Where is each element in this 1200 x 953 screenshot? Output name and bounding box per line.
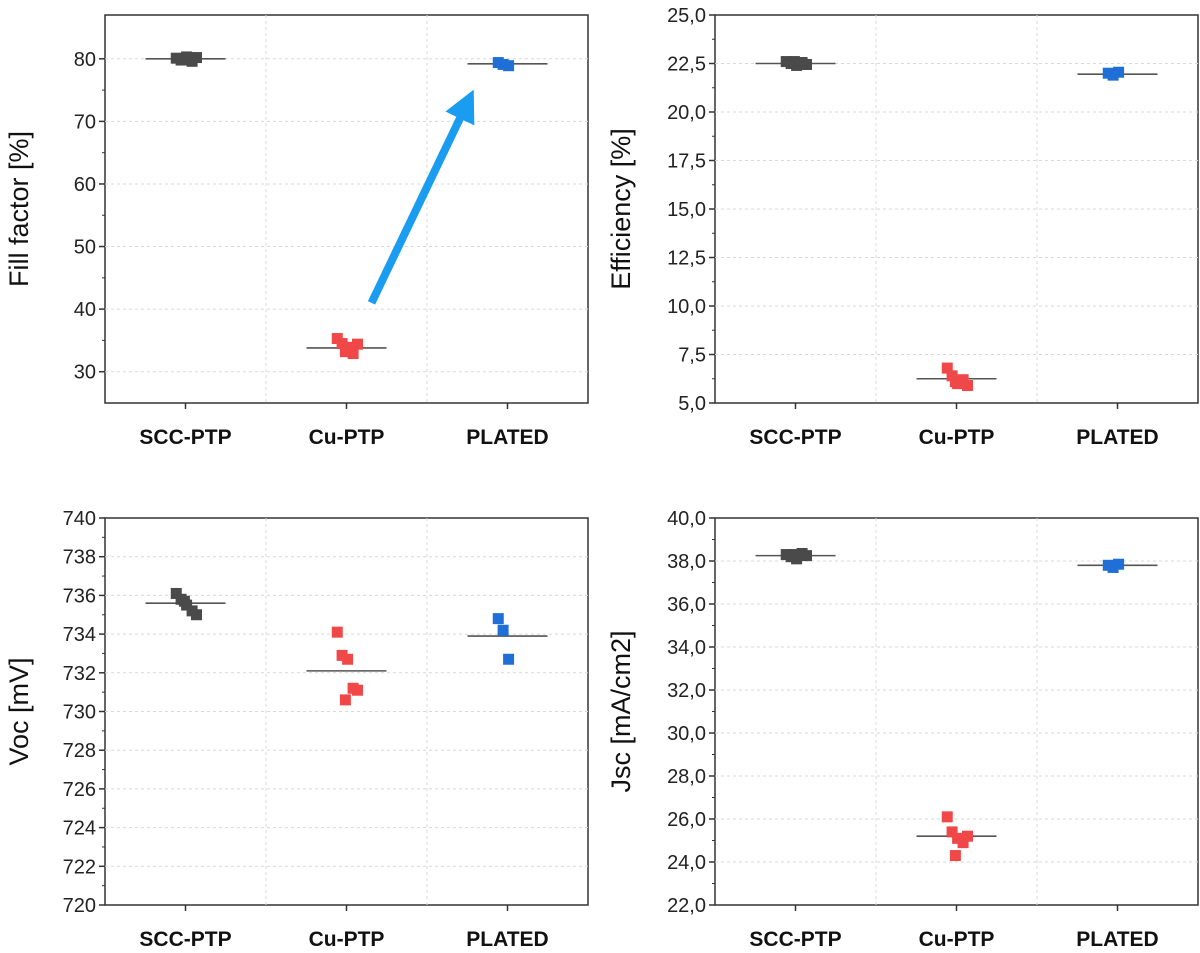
y-tick-label: 32,0 bbox=[667, 680, 706, 702]
x-category-label: SCC-PTP bbox=[139, 426, 231, 449]
data-point-scc-ptp bbox=[178, 595, 190, 607]
x-category-label: Cu-PTP bbox=[309, 426, 385, 449]
y-tick-label: 12,5 bbox=[667, 248, 706, 270]
y-tick-label: 40,0 bbox=[667, 508, 706, 530]
data-point-cu-ptp bbox=[962, 380, 973, 392]
x-category-label: PLATED bbox=[466, 426, 548, 449]
y-tick-label: 28,0 bbox=[667, 766, 706, 788]
data-point-cu-ptp bbox=[962, 830, 973, 842]
x-category-label: PLATED bbox=[1076, 928, 1158, 951]
data-point-cu-ptp bbox=[957, 374, 969, 386]
data-point-cu-ptp bbox=[331, 626, 343, 638]
y-tick-label: 740 bbox=[63, 508, 96, 530]
y-tick-label: 22,5 bbox=[667, 54, 706, 76]
data-point-scc-ptp bbox=[191, 52, 202, 64]
plot-area-jsc bbox=[714, 517, 1199, 906]
y-tick-label: 724 bbox=[63, 818, 96, 840]
y-axis-title: Voc [mV] bbox=[4, 657, 34, 765]
y-tick-label: 36,0 bbox=[667, 594, 706, 616]
data-point-plated bbox=[1113, 558, 1125, 570]
y-tick-label: 15,0 bbox=[667, 199, 706, 221]
y-tick-label: 5,0 bbox=[678, 393, 706, 415]
y-tick-label: 34,0 bbox=[667, 637, 706, 659]
y-tick-label: 22,0 bbox=[667, 895, 706, 917]
y-tick-label: 728 bbox=[63, 740, 96, 762]
x-category-label: PLATED bbox=[1076, 426, 1158, 449]
data-point-cu-ptp bbox=[949, 376, 961, 388]
y-tick-label: 10,0 bbox=[667, 296, 706, 318]
y-tick-label: 30 bbox=[74, 362, 96, 384]
y-tick-label: 60 bbox=[74, 174, 96, 196]
y-tick-label: 38,0 bbox=[667, 551, 706, 573]
annotation-arrow bbox=[367, 89, 475, 305]
chart-panel-jsc: 22,0 24,0 26,0 28,0 30,0 32,0 34,0 36,0 38,0 40,0… bbox=[606, 508, 1199, 951]
data-point-scc-ptp bbox=[788, 549, 800, 561]
y-tick-label: 70 bbox=[74, 111, 96, 133]
y-axis-title: Jsc [mA/cm2] bbox=[606, 630, 636, 792]
x-category-label: Cu-PTP bbox=[919, 426, 995, 449]
data-point-cu-ptp bbox=[949, 850, 961, 862]
chart-panel-efficiency: 5,0 7,5 10,0 12,5 15,0 17,5 20,0 22,5 25,0 SCC-PT… bbox=[606, 5, 1199, 449]
y-tick-label: 732 bbox=[63, 663, 96, 685]
y-tick-label: 30,0 bbox=[667, 723, 706, 745]
data-point-scc-ptp bbox=[170, 587, 182, 599]
x-category-label: Cu-PTP bbox=[919, 928, 995, 951]
x-category-label: Cu-PTP bbox=[309, 928, 385, 951]
data-point-scc-ptp bbox=[801, 550, 812, 562]
y-tick-label: 736 bbox=[63, 585, 96, 607]
data-point-plated bbox=[503, 653, 515, 665]
data-point-scc-ptp bbox=[178, 53, 190, 65]
data-point-plated bbox=[497, 624, 509, 636]
y-axis-title: Fill factor [%] bbox=[4, 131, 34, 287]
y-axis-title: Efficiency [%] bbox=[606, 128, 636, 290]
chart-panel-voc: 720 722 724 726 728 730 732 734 736 738 740 SCC-PTP… bbox=[4, 508, 589, 951]
data-point-scc-ptp bbox=[191, 609, 202, 621]
data-point-plated bbox=[503, 60, 515, 72]
y-tick-label: 50 bbox=[74, 237, 96, 259]
y-tick-label: 17,5 bbox=[667, 151, 706, 173]
data-point-cu-ptp bbox=[352, 684, 363, 696]
y-tick-label: 80 bbox=[74, 49, 96, 71]
data-point-cu-ptp bbox=[347, 348, 359, 360]
y-tick-label: 26,0 bbox=[667, 809, 706, 831]
data-point-cu-ptp bbox=[342, 653, 354, 665]
data-point-scc-ptp bbox=[788, 56, 800, 68]
y-tick-label: 7,5 bbox=[678, 345, 706, 367]
x-category-label: SCC-PTP bbox=[749, 426, 841, 449]
y-tick-label: 722 bbox=[63, 856, 96, 878]
y-tick-label: 24,0 bbox=[667, 852, 706, 874]
x-category-label: SCC-PTP bbox=[749, 928, 841, 951]
y-tick-label: 734 bbox=[63, 624, 96, 646]
data-point-cu-ptp bbox=[339, 694, 351, 706]
x-category-label: SCC-PTP bbox=[139, 928, 231, 951]
data-point-cu-ptp bbox=[946, 370, 958, 382]
y-tick-label: 726 bbox=[63, 779, 96, 801]
chart-panel-fill-factor: 30 40 50 60 70 80 SCC-PTP Cu-PTP PLATED Fill fact… bbox=[4, 14, 589, 449]
data-point-plated bbox=[492, 613, 504, 625]
y-tick-label: 720 bbox=[63, 895, 96, 917]
y-tick-label: 25,0 bbox=[667, 5, 706, 27]
y-tick-label: 738 bbox=[63, 547, 96, 569]
data-point-cu-ptp bbox=[941, 362, 953, 374]
data-point-cu-ptp bbox=[941, 811, 953, 823]
data-point-plated bbox=[1113, 66, 1125, 78]
y-tick-label: 730 bbox=[63, 702, 96, 724]
data-point-cu-ptp bbox=[946, 826, 958, 838]
x-category-label: PLATED bbox=[466, 928, 548, 951]
y-tick-label: 40 bbox=[74, 299, 96, 321]
data-point-cu-ptp bbox=[957, 837, 969, 849]
data-point-cu-ptp bbox=[339, 346, 351, 358]
data-point-cu-ptp bbox=[352, 338, 363, 350]
y-tick-label: 20,0 bbox=[667, 102, 706, 124]
data-point-scc-ptp bbox=[801, 58, 812, 70]
